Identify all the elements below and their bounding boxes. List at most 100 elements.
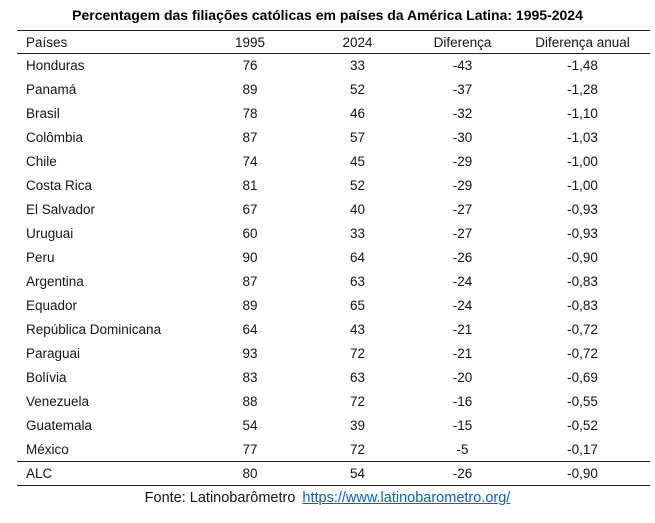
cell-2024: 72 bbox=[349, 394, 366, 409]
source-label: Fonte: Latinobarômetro bbox=[144, 490, 296, 506]
cell-diff: -30 bbox=[452, 130, 473, 145]
table-row: Panamá 89 52 -37 -1,28 bbox=[17, 78, 650, 102]
cell-2024: 33 bbox=[349, 58, 366, 74]
cell-2024: 72 bbox=[349, 441, 366, 457]
cell-2024: 45 bbox=[349, 154, 366, 169]
cell-country: Equador bbox=[26, 298, 78, 313]
cell-country: Argentina bbox=[26, 274, 84, 289]
cell-1995: 81 bbox=[242, 178, 258, 193]
col-header-diferenca-anual: Diferença anual bbox=[535, 34, 630, 50]
table-row: Bolívia 83 63 -20 -0,69 bbox=[17, 366, 650, 390]
cell-1995: 83 bbox=[242, 370, 258, 385]
cell-annual: -1,28 bbox=[567, 82, 598, 97]
cell-country: Colômbia bbox=[26, 130, 84, 145]
table-row: El Salvador 67 40 -27 -0,93 bbox=[17, 198, 650, 222]
cell-country: México bbox=[26, 441, 69, 457]
cell-country: Peru bbox=[26, 250, 55, 265]
cell-1995: 76 bbox=[242, 58, 258, 74]
col-header-1995: 1995 bbox=[234, 34, 266, 50]
cell-diff: -15 bbox=[452, 418, 473, 433]
cell-2024: 33 bbox=[349, 226, 366, 241]
cell-diff: -26 bbox=[452, 250, 473, 265]
cell-diff: -27 bbox=[452, 226, 473, 241]
table-row: Uruguai 60 33 -27 -0,93 bbox=[17, 222, 650, 246]
summary-cell-2024: 54 bbox=[349, 466, 366, 481]
col-header-diferenca: Diferença bbox=[433, 34, 492, 50]
cell-annual: -0,93 bbox=[567, 202, 598, 217]
cell-country: El Salvador bbox=[26, 202, 96, 217]
col-header-2024: 2024 bbox=[342, 34, 373, 50]
summary-cell-diff: -26 bbox=[452, 466, 473, 481]
cell-annual: -1,10 bbox=[567, 106, 598, 121]
cell-1995: 90 bbox=[242, 250, 258, 265]
cell-diff: -24 bbox=[452, 274, 473, 289]
cell-annual: -1,00 bbox=[567, 154, 598, 169]
table-row: Equador 89 65 -24 -0,83 bbox=[17, 294, 650, 318]
cell-country: Honduras bbox=[26, 58, 85, 74]
cell-annual: -0,17 bbox=[567, 441, 598, 457]
cell-country: Uruguai bbox=[26, 226, 74, 241]
cell-1995: 87 bbox=[242, 274, 258, 289]
cell-diff: -21 bbox=[452, 322, 473, 337]
cell-2024: 63 bbox=[349, 370, 366, 385]
catholic-affiliation-table: Países 1995 2024 Diferença Diferença anu… bbox=[17, 30, 650, 486]
table-row: Chile 74 45 -29 -1,00 bbox=[17, 150, 650, 174]
cell-1995: 74 bbox=[242, 154, 258, 169]
summary-cell-1995: 80 bbox=[242, 466, 258, 481]
table-row: Paraguai 93 72 -21 -0,72 bbox=[17, 342, 650, 366]
cell-country: Venezuela bbox=[26, 394, 90, 409]
cell-country: República Dominicana bbox=[26, 322, 162, 337]
cell-annual: -0,93 bbox=[567, 226, 598, 241]
cell-2024: 57 bbox=[349, 130, 366, 145]
cell-1995: 93 bbox=[242, 346, 258, 361]
cell-2024: 46 bbox=[349, 106, 366, 121]
cell-2024: 65 bbox=[349, 298, 366, 313]
cell-annual: -0,72 bbox=[567, 322, 598, 337]
source-footer: Fonte: Latinobarômetro https://www.latino… bbox=[0, 490, 655, 506]
cell-country: Panamá bbox=[26, 82, 77, 97]
cell-country: Guatemala bbox=[26, 418, 93, 433]
cell-diff: -37 bbox=[452, 82, 473, 97]
cell-annual: -1,03 bbox=[567, 130, 598, 145]
cell-diff: -43 bbox=[452, 58, 473, 74]
cell-1995: 60 bbox=[242, 226, 258, 241]
cell-diff: -32 bbox=[452, 106, 473, 121]
table-row: Brasil 78 46 -32 -1,10 bbox=[17, 102, 650, 126]
summary-cell-annual: -0,90 bbox=[567, 466, 598, 481]
cell-diff: -21 bbox=[452, 346, 473, 361]
table-row: Honduras 76 33 -43 -1,48 bbox=[17, 54, 650, 78]
table-row: Venezuela 88 72 -16 -0,55 bbox=[17, 390, 650, 414]
cell-country: Paraguai bbox=[26, 346, 81, 361]
cell-annual: -0,69 bbox=[567, 370, 598, 385]
cell-1995: 89 bbox=[242, 82, 258, 97]
table-row: Guatemala 54 39 -15 -0,52 bbox=[17, 414, 650, 438]
cell-diff: -24 bbox=[452, 298, 473, 313]
cell-diff: -20 bbox=[452, 370, 473, 385]
table-row: Peru 90 64 -26 -0,90 bbox=[17, 246, 650, 270]
cell-country: Brasil bbox=[26, 106, 60, 121]
cell-1995: 87 bbox=[242, 130, 258, 145]
source-link[interactable]: https://www.latinobarometro.org/ bbox=[302, 490, 511, 506]
summary-row: ALC 80 54 -26 -0,90 bbox=[17, 461, 650, 486]
cell-1995: 89 bbox=[242, 298, 258, 313]
cell-2024: 63 bbox=[349, 274, 366, 289]
cell-country: Bolívia bbox=[26, 370, 67, 385]
table-row: Costa Rica 81 52 -29 -1,00 bbox=[17, 174, 650, 198]
cell-annual: -1,00 bbox=[567, 178, 598, 193]
cell-annual: -0,72 bbox=[567, 346, 598, 361]
cell-1995: 88 bbox=[242, 394, 258, 409]
cell-diff: -29 bbox=[452, 154, 473, 169]
table-row: México 77 72 -5 -0,17 bbox=[17, 438, 650, 462]
cell-1995: 67 bbox=[242, 202, 258, 217]
col-header-paises: Países bbox=[26, 34, 68, 50]
cell-diff: -29 bbox=[452, 178, 473, 193]
cell-2024: 52 bbox=[349, 82, 366, 97]
cell-annual: -0,83 bbox=[567, 298, 598, 313]
cell-annual: -0,83 bbox=[567, 274, 598, 289]
cell-country: Chile bbox=[26, 154, 57, 169]
cell-1995: 54 bbox=[242, 418, 258, 433]
cell-annual: -0,55 bbox=[567, 394, 598, 409]
page-title: Percentagem das filiações católicas em p… bbox=[72, 7, 583, 23]
cell-country: Costa Rica bbox=[26, 178, 93, 193]
